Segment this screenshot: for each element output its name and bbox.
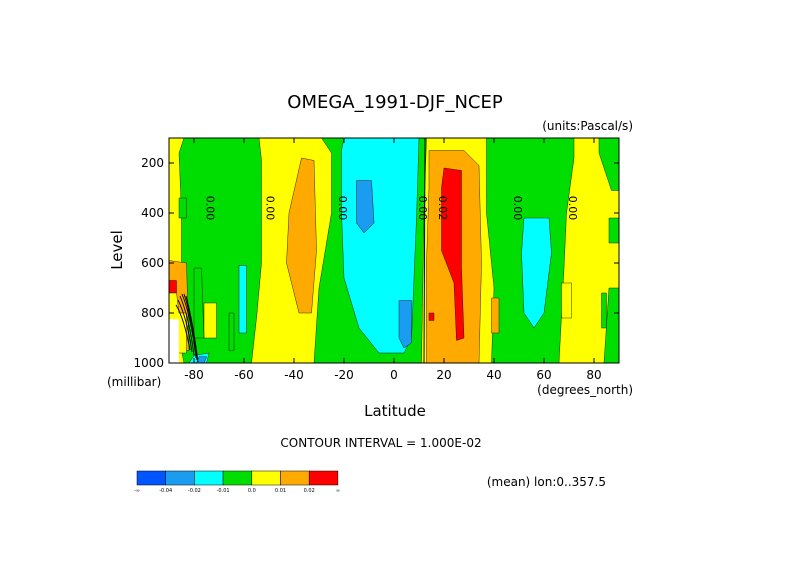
contour-region-7-0 xyxy=(193,267,205,339)
colorbar-label-2: -0.02 xyxy=(188,488,201,494)
x-tick-label-7: 60 xyxy=(536,368,551,382)
contour-region-8-0 xyxy=(169,319,179,363)
contour-region-7-3 xyxy=(178,197,187,219)
x-tick-label-8: 80 xyxy=(586,368,601,382)
contour-region-5-2 xyxy=(169,280,177,294)
polar-hatch-lines xyxy=(175,293,199,363)
y-tick-label-1: 400 xyxy=(141,206,164,220)
contour-region-7-1 xyxy=(228,312,235,351)
y-tick-label-4: 1000 xyxy=(133,356,164,370)
x-tick-label-2: -40 xyxy=(284,368,304,382)
x-axis-label: Latitude xyxy=(364,402,426,420)
y-tick-label-3: 800 xyxy=(141,306,164,320)
colorbar-label-1: -0.04 xyxy=(159,488,172,494)
colorbar-label-3: -0.01 xyxy=(217,488,230,494)
colorbar-swatch-3 xyxy=(222,470,253,486)
contour-fill-regions xyxy=(169,138,619,363)
y-tick-label-0: 200 xyxy=(141,156,164,170)
units-label: (units:Pascal/s) xyxy=(542,119,633,133)
contour-region-1-4 xyxy=(608,217,619,244)
contour-region-6-1 xyxy=(561,282,572,319)
y-tick-label-2: 600 xyxy=(141,256,164,270)
colorbar: -∞ -0.04 -0.02 -0.01 0.0 0.01 0.02 ∞ xyxy=(134,470,340,494)
contour-region-3-2 xyxy=(196,356,207,363)
colorbar-swatch-6 xyxy=(308,470,339,486)
contour-region-4-2 xyxy=(491,297,500,334)
x-unit-label: (degrees_north) xyxy=(537,383,633,397)
x-tick-label-0: -80 xyxy=(184,368,204,382)
x-tick-label-4: 0 xyxy=(390,368,398,382)
colorbar-swatch-2 xyxy=(194,470,224,486)
colorbar-label-7: ∞ xyxy=(336,488,340,494)
contour-lines xyxy=(175,138,426,363)
contour-region-2-1 xyxy=(521,217,552,329)
axis-ticks: -80 -60 -40 -20 0 20 40 60 80 200 400 600 800 1000 xyxy=(133,138,619,382)
contour-label-2: 0.00 xyxy=(336,196,349,221)
x-tick-label-3: -20 xyxy=(334,368,354,382)
contour-region-7-2 xyxy=(601,292,607,329)
contour-interval-note: CONTOUR INTERVAL = 1.000E-02 xyxy=(280,436,481,450)
colorbar-swatch-1 xyxy=(165,470,195,486)
colorbar-label-4: 0.0 xyxy=(248,488,256,494)
x-tick-label-1: -60 xyxy=(234,368,254,382)
contour-region-1-0 xyxy=(176,138,262,363)
colorbar-swatch-4 xyxy=(251,470,281,486)
colorbar-swatch-0 xyxy=(136,470,166,486)
contour-region-3-1 xyxy=(398,300,412,349)
zero-line-tropics xyxy=(423,138,426,363)
contour-region-6-0 xyxy=(203,302,217,339)
contour-region-5-0 xyxy=(441,167,465,341)
contour-label-0: 0.00 xyxy=(204,196,217,221)
chart-title: OMEGA_1991-DJF_NCEP xyxy=(287,92,503,113)
contour-label-5: 0.00 xyxy=(511,196,524,221)
x-tick-label-5: 20 xyxy=(436,368,451,382)
contour-region-1-5 xyxy=(603,287,619,363)
y-unit-label: (millibar) xyxy=(107,375,161,389)
colorbar-label-6: 0.02 xyxy=(304,488,315,494)
contour-region-1-3 xyxy=(598,138,619,191)
mean-longitude-note: (mean) lon:0..357.5 xyxy=(487,475,606,489)
y-axis-label: Level xyxy=(108,230,126,270)
contour-region-3-0 xyxy=(356,180,375,234)
contour-value-labels: 0.00 0.00 0.00 0.00 0.02 0.00 0.00 xyxy=(204,196,580,221)
contour-label-1: 0.00 xyxy=(264,196,277,221)
contour-label-4: 0.02 xyxy=(436,196,449,221)
contour-label-6: 0.00 xyxy=(566,196,579,221)
contour-region-2-2 xyxy=(238,265,247,334)
contour-label-3: 0.00 xyxy=(416,196,429,221)
colorbar-label-5: 0.01 xyxy=(275,488,286,494)
colorbar-swatch-5 xyxy=(280,470,310,486)
x-tick-label-6: 40 xyxy=(486,368,501,382)
plot-area: 0.00 0.00 0.00 0.00 0.02 0.00 0.00 -80 -60 -40 -2… xyxy=(133,137,620,382)
contour-region-5-1 xyxy=(428,312,435,321)
contour-region-4-1 xyxy=(286,157,317,314)
colorbar-label-0: -∞ xyxy=(134,488,140,494)
